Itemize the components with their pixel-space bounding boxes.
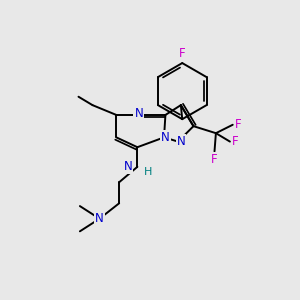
Text: N: N — [124, 160, 132, 173]
Text: N: N — [176, 135, 185, 148]
Text: N: N — [134, 107, 143, 120]
Text: F: F — [179, 47, 186, 60]
Text: F: F — [235, 118, 242, 131]
Text: F: F — [211, 153, 218, 166]
Text: F: F — [232, 135, 239, 148]
Text: N: N — [95, 212, 104, 225]
Text: H: H — [144, 167, 152, 177]
Text: N: N — [161, 131, 170, 144]
